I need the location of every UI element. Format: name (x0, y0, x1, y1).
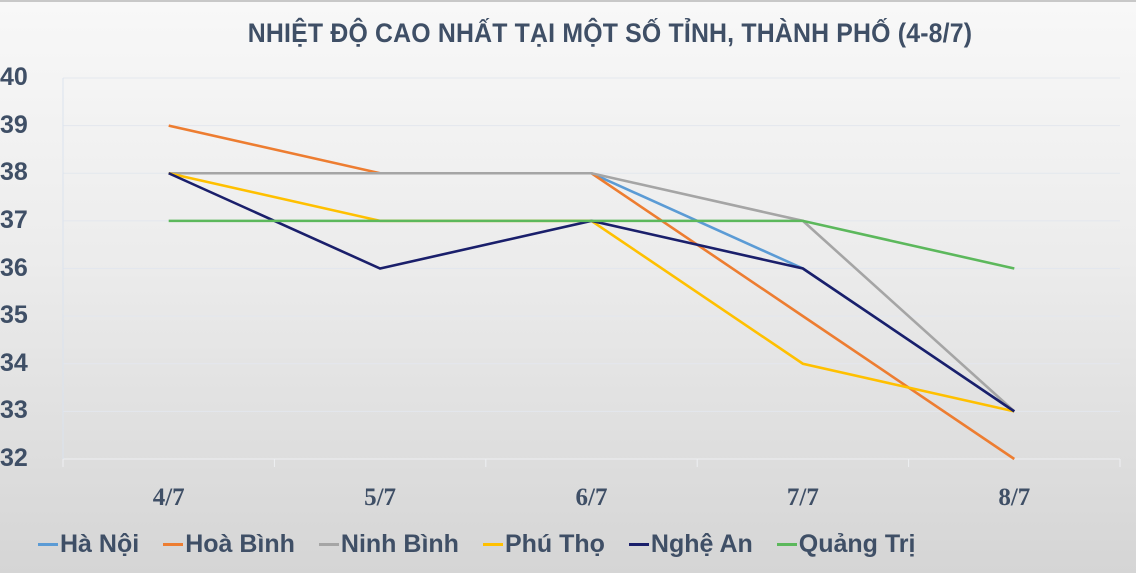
series-line (168, 219, 1015, 270)
legend-label: Hoà Bình (185, 530, 295, 558)
series-line (168, 171, 1016, 413)
legend-item: Nghệ An (628, 530, 753, 559)
series-line (168, 171, 1015, 413)
x-tick-label: 7/7 (786, 484, 819, 511)
x-tick-label: 8/7 (998, 484, 1031, 511)
y-tick-label: 32 (0, 444, 28, 472)
y-tick-label: 35 (0, 301, 28, 330)
series-line (168, 124, 1016, 461)
chart-title: NHIỆT ĐỘ CAO NHẤT TẠI MỘT SỐ TỈNH, THÀNH… (247, 18, 973, 48)
y-tick-label: 36 (0, 253, 28, 282)
legend-item: Hoà Bình (163, 530, 295, 559)
legend-label: Ninh Bình (340, 530, 459, 558)
legend-swatch-icon (482, 543, 503, 546)
legend-swatch-icon (38, 543, 58, 546)
y-tick-label: 39 (0, 110, 28, 139)
legend-item: Quảng Trị (776, 530, 916, 559)
y-tick-label: 37 (0, 205, 28, 234)
legend-item: Ninh Bình (318, 530, 459, 559)
legend-label: Hà Nội (60, 530, 140, 558)
y-tick-label: 40 (0, 63, 28, 91)
y-tick-label: 38 (0, 158, 28, 187)
legend-swatch-icon (628, 543, 649, 546)
x-tick-label: 4/7 (152, 484, 185, 511)
series-line (168, 172, 1016, 413)
series-line (168, 171, 1016, 413)
legend-item: Hà Nội (38, 530, 139, 559)
legend-swatch-icon (776, 543, 797, 546)
legend-swatch-icon (318, 543, 339, 546)
y-tick-label: 33 (0, 396, 28, 425)
x-tick-label: 6/7 (575, 484, 608, 511)
legend-label: Phú Thọ (504, 530, 605, 558)
legend: Hà Nội Hoà Bình Ninh Bình Phú Thọ Nghệ An Quả… (38, 530, 915, 559)
x-tick-label: 5/7 (364, 484, 397, 511)
y-tick-label: 34 (0, 348, 28, 377)
legend-label: Quảng Trị (798, 530, 916, 558)
sheet-top-border (0, 0, 1136, 2)
legend-swatch-icon (163, 543, 184, 546)
legend-item: Phú Thọ (482, 530, 605, 559)
legend-label: Nghệ An (650, 530, 753, 558)
